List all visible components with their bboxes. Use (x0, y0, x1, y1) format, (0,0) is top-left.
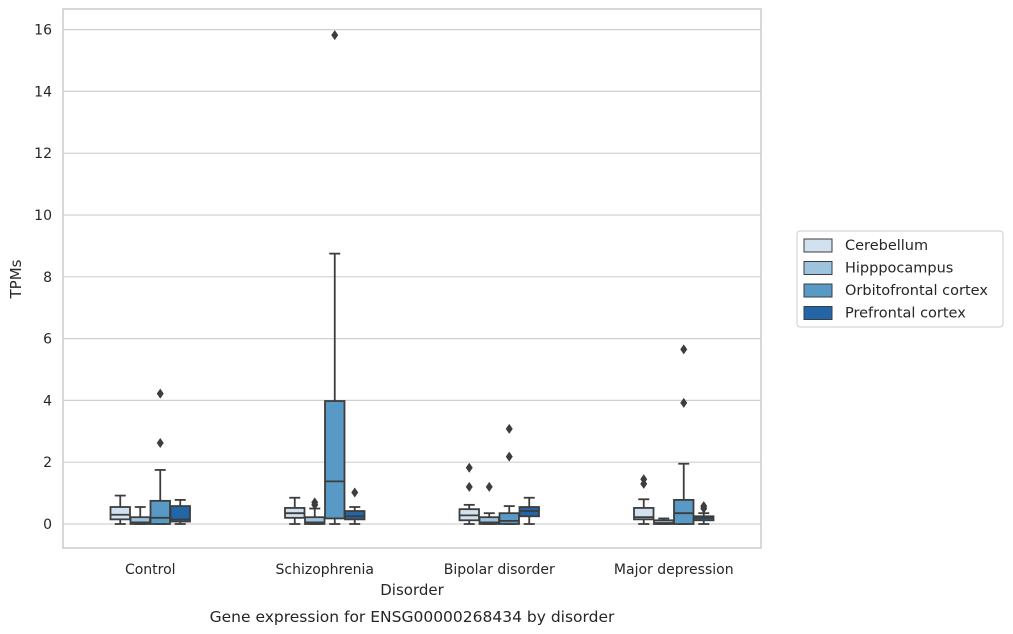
box-element (518, 496, 540, 525)
box (324, 400, 346, 520)
legend-label: Prefrontal cortex (845, 306, 966, 322)
box-element (109, 494, 131, 525)
box-element (169, 498, 191, 525)
y-tick-label: 8 (43, 270, 52, 286)
box (169, 505, 191, 523)
y-axis-label: TPMs (7, 259, 25, 299)
box-element (478, 481, 500, 525)
box-element (693, 501, 715, 525)
legend-label: Cerebellum (845, 238, 928, 254)
box-element (458, 462, 480, 525)
legend-label: Orbitofrontal cortex (845, 283, 988, 299)
x-axis-label: Disorder (380, 581, 444, 599)
box-element (498, 423, 520, 525)
box-element (324, 30, 346, 525)
x-tick-label: Schizophrenia (276, 562, 374, 578)
y-tick-label: 14 (34, 84, 52, 100)
outlier-point (331, 30, 339, 41)
y-tick-label: 2 (43, 455, 52, 471)
box (673, 498, 695, 525)
box-element (344, 487, 366, 525)
box-series (109, 30, 715, 525)
outlier-point (156, 438, 164, 449)
legend-swatch (803, 261, 833, 275)
outlier-point (311, 497, 319, 508)
box-element (284, 496, 306, 525)
box (498, 512, 520, 525)
box-element (304, 497, 326, 525)
legend-swatch (803, 283, 833, 298)
box (344, 510, 366, 521)
box (304, 516, 326, 525)
outlier-point (700, 501, 708, 512)
legend-label: Hipppocampus (845, 261, 953, 277)
legend-frame (796, 230, 1004, 328)
outlier-point (465, 462, 473, 473)
outlier-point (505, 423, 513, 434)
outlier-point (680, 397, 688, 408)
box (109, 506, 131, 521)
x-tick-label: Bipolar disorder (444, 562, 555, 578)
plot-frame (62, 8, 762, 549)
y-tick-label: 10 (34, 208, 52, 224)
chart-caption: Gene expression for ENSG00000268434 by d… (210, 608, 615, 626)
outlier-point (640, 474, 648, 485)
outlier-point (351, 487, 359, 498)
y-tick-label: 16 (34, 23, 52, 39)
box-element (633, 474, 655, 525)
x-axis-ticks: Control Schizophrenia Bipolar disorder Majo… (125, 562, 734, 578)
legend-swatch (803, 306, 833, 320)
legend: Cerebellum Hipppocampus Orbitofrontal cort… (796, 230, 1004, 328)
x-tick-label: Major depression (614, 562, 734, 578)
outlier-point (680, 344, 688, 355)
outlier-point (465, 481, 473, 492)
x-tick-label: Control (125, 562, 176, 578)
gridlines (63, 29, 761, 525)
box (149, 499, 171, 525)
outlier-point (156, 388, 164, 399)
y-tick-label: 4 (43, 393, 52, 409)
plot-background (63, 9, 761, 548)
legend-swatch (803, 238, 833, 253)
y-axis-ticks: 0 2 4 6 8 10 12 14 16 (34, 23, 52, 533)
y-tick-label: 12 (34, 146, 52, 162)
box-element (149, 388, 171, 525)
y-tick-label: 6 (43, 332, 52, 348)
y-tick-label: 0 (43, 517, 52, 533)
box (633, 507, 655, 521)
outlier-point (505, 451, 513, 462)
outlier-point (485, 481, 493, 492)
box-element (673, 344, 695, 525)
